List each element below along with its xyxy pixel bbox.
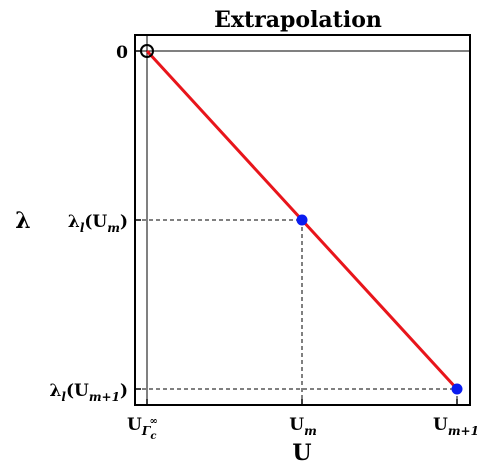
data-point-1	[296, 214, 308, 226]
x-tick-label-u-gamma: UΓc∞	[127, 415, 158, 442]
y-tick-label-0: 0	[116, 43, 128, 63]
x-tick-label-um: Um	[289, 415, 317, 438]
chart-title: Extrapolation	[214, 7, 382, 33]
y-axis-label: λ	[15, 208, 30, 234]
y-tick-label-lambda-um: λl(Um)	[68, 212, 128, 235]
x-axis-label: U	[292, 440, 311, 466]
data-series	[140, 44, 463, 395]
x-tick-label-um1: Um+1	[433, 415, 479, 438]
data-point-open-0	[140, 44, 154, 58]
data-point-2	[451, 383, 463, 395]
dashed-guides	[135, 219, 458, 405]
axis-ticks	[135, 50, 458, 405]
y-tick-label-lambda-um1: λl(Um+1)	[49, 381, 128, 404]
